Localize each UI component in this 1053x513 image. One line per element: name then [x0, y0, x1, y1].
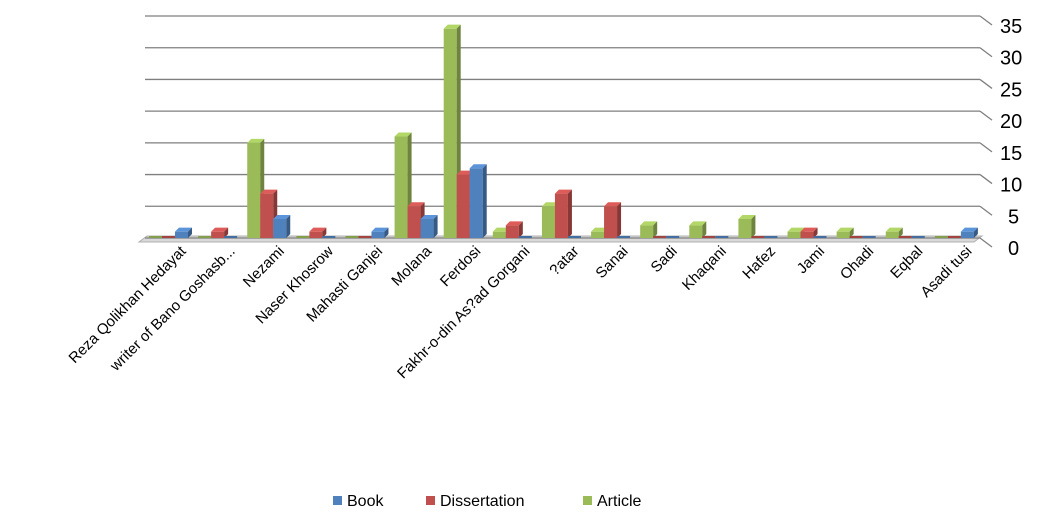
gridline-depth [979, 110, 993, 121]
x-category-label: Eqbal [887, 243, 926, 282]
bar-book [715, 236, 729, 238]
y-tick-label: 0 [1008, 238, 1019, 260]
bar-dissertation [898, 236, 912, 238]
gridline-depth [979, 47, 993, 58]
legend-label: Dissertation [440, 493, 524, 510]
gridline-depth [979, 78, 993, 89]
x-category-label: Ohadi [837, 243, 877, 283]
bar-article [885, 227, 903, 238]
bar-book [813, 236, 827, 238]
x-category-label: Ferdosi [437, 243, 484, 290]
bar-book [764, 236, 778, 238]
bar-article [836, 227, 854, 238]
bar-book [322, 236, 336, 238]
x-category-label: Sadi [647, 243, 680, 276]
gridline-depth [979, 174, 993, 185]
gridline-depth [979, 142, 993, 153]
bar-article [149, 236, 162, 238]
legend-item-dissertation: Dissertation [426, 493, 524, 510]
bar-dissertation [604, 202, 622, 238]
bar-article [689, 221, 707, 238]
bar-article [198, 236, 212, 238]
bar-article [394, 132, 412, 238]
bar-book [666, 236, 680, 238]
y-tick-label: 25 [1000, 79, 1022, 101]
y-tick-label: 35 [1000, 16, 1022, 38]
bar-book [518, 236, 532, 238]
bar-book [617, 236, 631, 238]
gridline-depth [979, 15, 993, 26]
y-tick-label: 5 [1008, 206, 1019, 228]
bar-dissertation [358, 236, 372, 238]
x-category-label: Sanai [592, 243, 631, 282]
bar-dissertation [211, 227, 229, 238]
x-category-label: Asadi tusi [917, 243, 975, 301]
bar-book [469, 164, 487, 238]
legend-label: Article [597, 493, 642, 510]
bar-article [640, 221, 658, 238]
bar-book [420, 214, 438, 238]
bar-book [911, 236, 925, 238]
bar-book [224, 236, 238, 238]
bar-book [175, 227, 192, 238]
legend-swatch [583, 496, 592, 505]
y-axis-ticks: 0 5 10 15 20 25 30 35 [1000, 16, 1022, 260]
legend: Book Dissertation Article [333, 493, 642, 510]
x-category-label: Khaqani [679, 243, 730, 294]
bar-dissertation [554, 189, 572, 238]
bar-article [934, 236, 948, 238]
y-tick-label: 10 [1000, 175, 1022, 197]
gridline-depth [979, 237, 993, 248]
bar-book [960, 227, 978, 238]
bar-article [296, 236, 310, 238]
x-category-label: Nezami [240, 243, 288, 291]
bar-dissertation [702, 236, 716, 238]
bar-article [345, 236, 359, 238]
bar-book [862, 236, 876, 238]
bar-series [149, 24, 978, 238]
bar-dissertation [505, 221, 523, 238]
bar-article [738, 214, 756, 238]
legend-item-article: Article [583, 493, 642, 510]
bar-book [567, 236, 581, 238]
bar-dissertation [162, 236, 175, 238]
bar-dissertation [947, 236, 961, 238]
y-tick-label: 15 [1000, 143, 1022, 165]
bar-dissertation [849, 236, 863, 238]
x-category-label: Molana [388, 242, 435, 289]
legend-swatch [426, 496, 435, 505]
bar-book [273, 214, 291, 238]
bar-book [371, 227, 389, 238]
bar-dissertation [800, 227, 818, 238]
legend-item-book: Book [333, 493, 384, 510]
legend-label: Book [347, 493, 384, 510]
y-tick-label: 30 [1000, 48, 1022, 70]
bar-dissertation [751, 236, 765, 238]
y-tick-label: 20 [1000, 111, 1022, 133]
x-category-label: Jami [794, 243, 828, 277]
x-category-label: ?atar [546, 243, 582, 279]
bar-dissertation [653, 236, 667, 238]
bar-dissertation [309, 227, 327, 238]
x-category-label: Hafez [739, 243, 779, 283]
legend-swatch [333, 496, 342, 505]
gridline-depth [979, 205, 993, 216]
